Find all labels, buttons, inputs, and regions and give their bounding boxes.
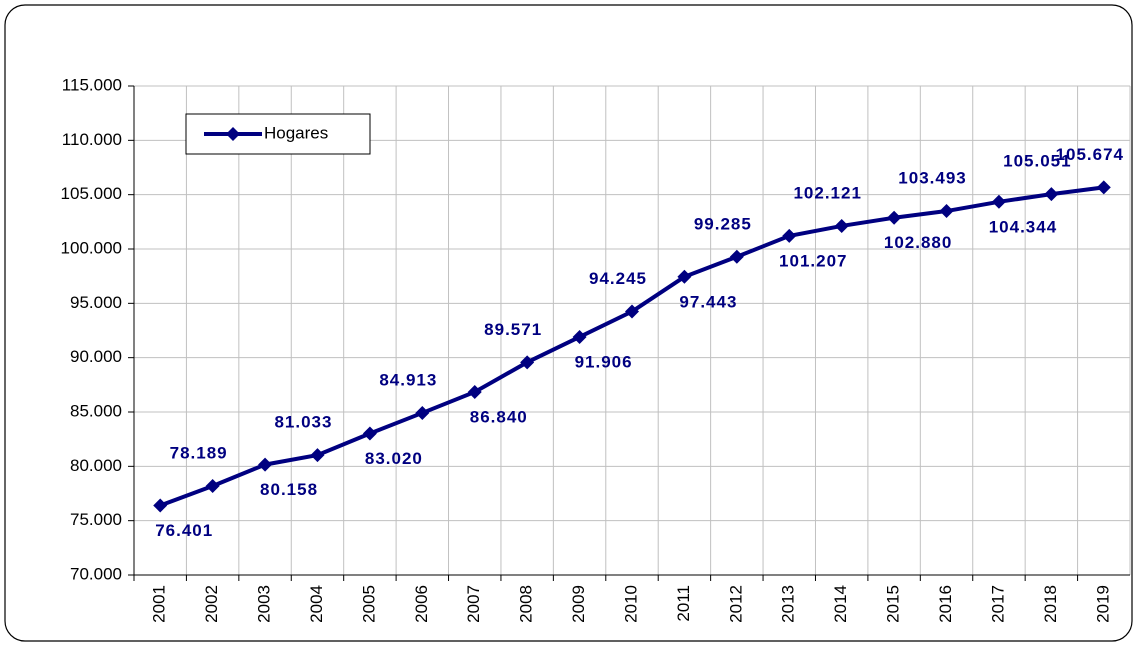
point bbox=[834, 218, 849, 233]
point bbox=[625, 304, 639, 319]
point bbox=[415, 405, 430, 420]
y-tick-label: 90.000 bbox=[70, 347, 122, 366]
x-tick-label: 2001 bbox=[150, 585, 169, 623]
data-label: 99.285 bbox=[694, 214, 752, 233]
x-tick-label: 2017 bbox=[988, 585, 1007, 623]
x-tick-label: 2009 bbox=[569, 585, 588, 623]
legend-label: Hogares bbox=[264, 123, 328, 142]
point bbox=[467, 385, 482, 400]
point bbox=[153, 498, 168, 513]
data-label: 84.913 bbox=[379, 370, 437, 389]
x-tick-label: 2004 bbox=[307, 585, 326, 623]
y-tick-label: 115.000 bbox=[62, 75, 122, 94]
y-tick-label: 95.000 bbox=[70, 293, 122, 312]
point bbox=[887, 210, 902, 225]
data-label: 105.674 bbox=[1056, 145, 1124, 164]
y-tick-label: 75.000 bbox=[70, 510, 122, 529]
y-tick-label: 100.000 bbox=[61, 238, 122, 257]
data-label: 81.033 bbox=[274, 413, 332, 432]
x-tick-label: 2015 bbox=[884, 585, 903, 623]
point bbox=[362, 426, 377, 441]
data-label: 80.158 bbox=[260, 480, 318, 499]
point bbox=[572, 329, 587, 344]
data-label: 103.493 bbox=[898, 169, 966, 188]
x-tick-label: 2002 bbox=[202, 585, 221, 623]
x-tick-label: 2013 bbox=[779, 585, 798, 623]
x-tick-label: 2005 bbox=[359, 585, 378, 623]
point bbox=[1044, 187, 1059, 202]
point bbox=[939, 204, 954, 219]
data-label: 101.207 bbox=[779, 251, 847, 270]
x-tick-label: 2016 bbox=[936, 585, 955, 623]
x-tick-label: 2010 bbox=[621, 585, 640, 623]
data-label: 104.344 bbox=[989, 217, 1057, 236]
data-label: 86.840 bbox=[470, 407, 528, 426]
y-tick-label: 70.000 bbox=[70, 564, 122, 583]
point bbox=[729, 249, 744, 264]
y-tick-label: 105.000 bbox=[61, 184, 122, 203]
data-label: 94.245 bbox=[589, 269, 647, 288]
data-label: 102.121 bbox=[793, 183, 861, 202]
point bbox=[1096, 180, 1111, 195]
x-tick-label: 2003 bbox=[255, 585, 274, 623]
y-tick-label: 80.000 bbox=[70, 456, 122, 475]
data-label: 91.906 bbox=[575, 352, 633, 371]
plot-area bbox=[134, 86, 1130, 575]
x-tick-label: 2014 bbox=[831, 585, 850, 623]
point bbox=[205, 479, 220, 494]
point bbox=[310, 448, 325, 463]
y-tick-label: 85.000 bbox=[70, 401, 122, 420]
data-label: 97.443 bbox=[679, 292, 737, 311]
x-tick-label: 2006 bbox=[412, 585, 431, 623]
data-label: 83.020 bbox=[365, 449, 423, 468]
data-label: 89.571 bbox=[484, 320, 542, 339]
point bbox=[991, 194, 1006, 209]
x-tick-label: 2011 bbox=[674, 585, 693, 622]
point bbox=[677, 269, 692, 284]
x-tick-label: 2018 bbox=[1041, 585, 1060, 623]
x-tick-label: 2019 bbox=[1093, 585, 1112, 623]
data-label: 76.401 bbox=[155, 521, 213, 540]
data-label: 102.880 bbox=[884, 233, 952, 252]
x-tick-label: 2008 bbox=[517, 585, 536, 623]
x-tick-label: 2007 bbox=[464, 585, 483, 623]
legend-marker bbox=[226, 127, 240, 141]
point bbox=[258, 457, 273, 472]
x-tick-label: 2012 bbox=[726, 585, 745, 623]
y-tick-label: 110.000 bbox=[62, 130, 122, 149]
data-label: 78.189 bbox=[170, 443, 228, 462]
point bbox=[782, 228, 797, 243]
data-label: 105.051 bbox=[1003, 152, 1071, 171]
point bbox=[520, 355, 535, 370]
